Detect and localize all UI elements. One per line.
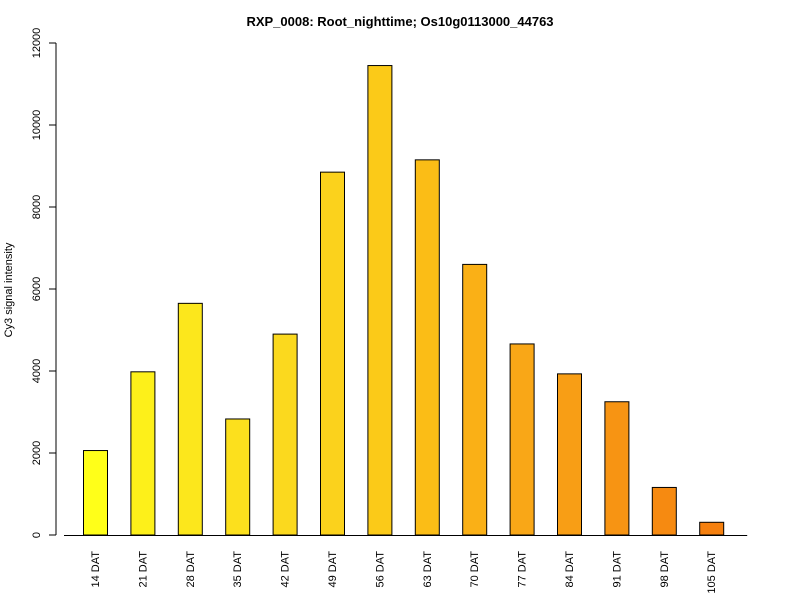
y-tick-label: 0 [31, 532, 43, 538]
x-tick-label: 35 DAT [232, 551, 244, 588]
x-tick-label: 98 DAT [659, 551, 671, 588]
x-tick-label: 70 DAT [469, 551, 481, 588]
bar [414, 159, 440, 536]
x-tick-label: 56 DAT [374, 551, 386, 588]
y-tick-label: 10000 [31, 110, 43, 141]
x-tick-label: 84 DAT [564, 551, 576, 588]
bar [177, 302, 203, 536]
bar [320, 171, 345, 536]
x-axis-ticks: 14 DAT 21 DAT 28 DAT 35 DAT 42 DAT 49 DAT 56 D… [90, 551, 718, 594]
bar [651, 486, 677, 536]
y-axis-ticks: 0 2000 4000 6000 8000 10000 12000 [31, 28, 56, 538]
bar [130, 371, 156, 536]
x-tick-label: 77 DAT [517, 551, 529, 588]
y-axis-label: Cy3 signal intensity [3, 242, 15, 337]
x-tick-label: 42 DAT [280, 551, 292, 588]
chart-title: RXP_0008: Root_nighttime; Os10g0113000_4… [246, 14, 553, 29]
bar [557, 373, 582, 536]
y-tick-label: 8000 [31, 195, 43, 219]
bar [509, 343, 535, 536]
bar [272, 333, 298, 536]
bar [225, 418, 251, 536]
y-tick-label: 2000 [31, 441, 43, 465]
y-tick-label: 6000 [31, 277, 43, 301]
x-tick-label: 14 DAT [90, 551, 102, 588]
y-tick-label: 12000 [31, 28, 43, 59]
bar [367, 65, 393, 536]
x-tick-label: 21 DAT [137, 551, 149, 588]
y-tick-label: 4000 [31, 359, 43, 383]
x-tick-label: 28 DAT [185, 551, 197, 588]
x-tick-label: 63 DAT [422, 551, 434, 588]
bar [83, 450, 108, 536]
bars-group [83, 65, 725, 536]
x-tick-label: 91 DAT [611, 551, 623, 588]
bar [462, 263, 488, 536]
bar [699, 521, 725, 536]
x-tick-label: 49 DAT [327, 551, 339, 588]
x-tick-label: 105 DAT [706, 551, 718, 594]
bar [604, 401, 630, 536]
